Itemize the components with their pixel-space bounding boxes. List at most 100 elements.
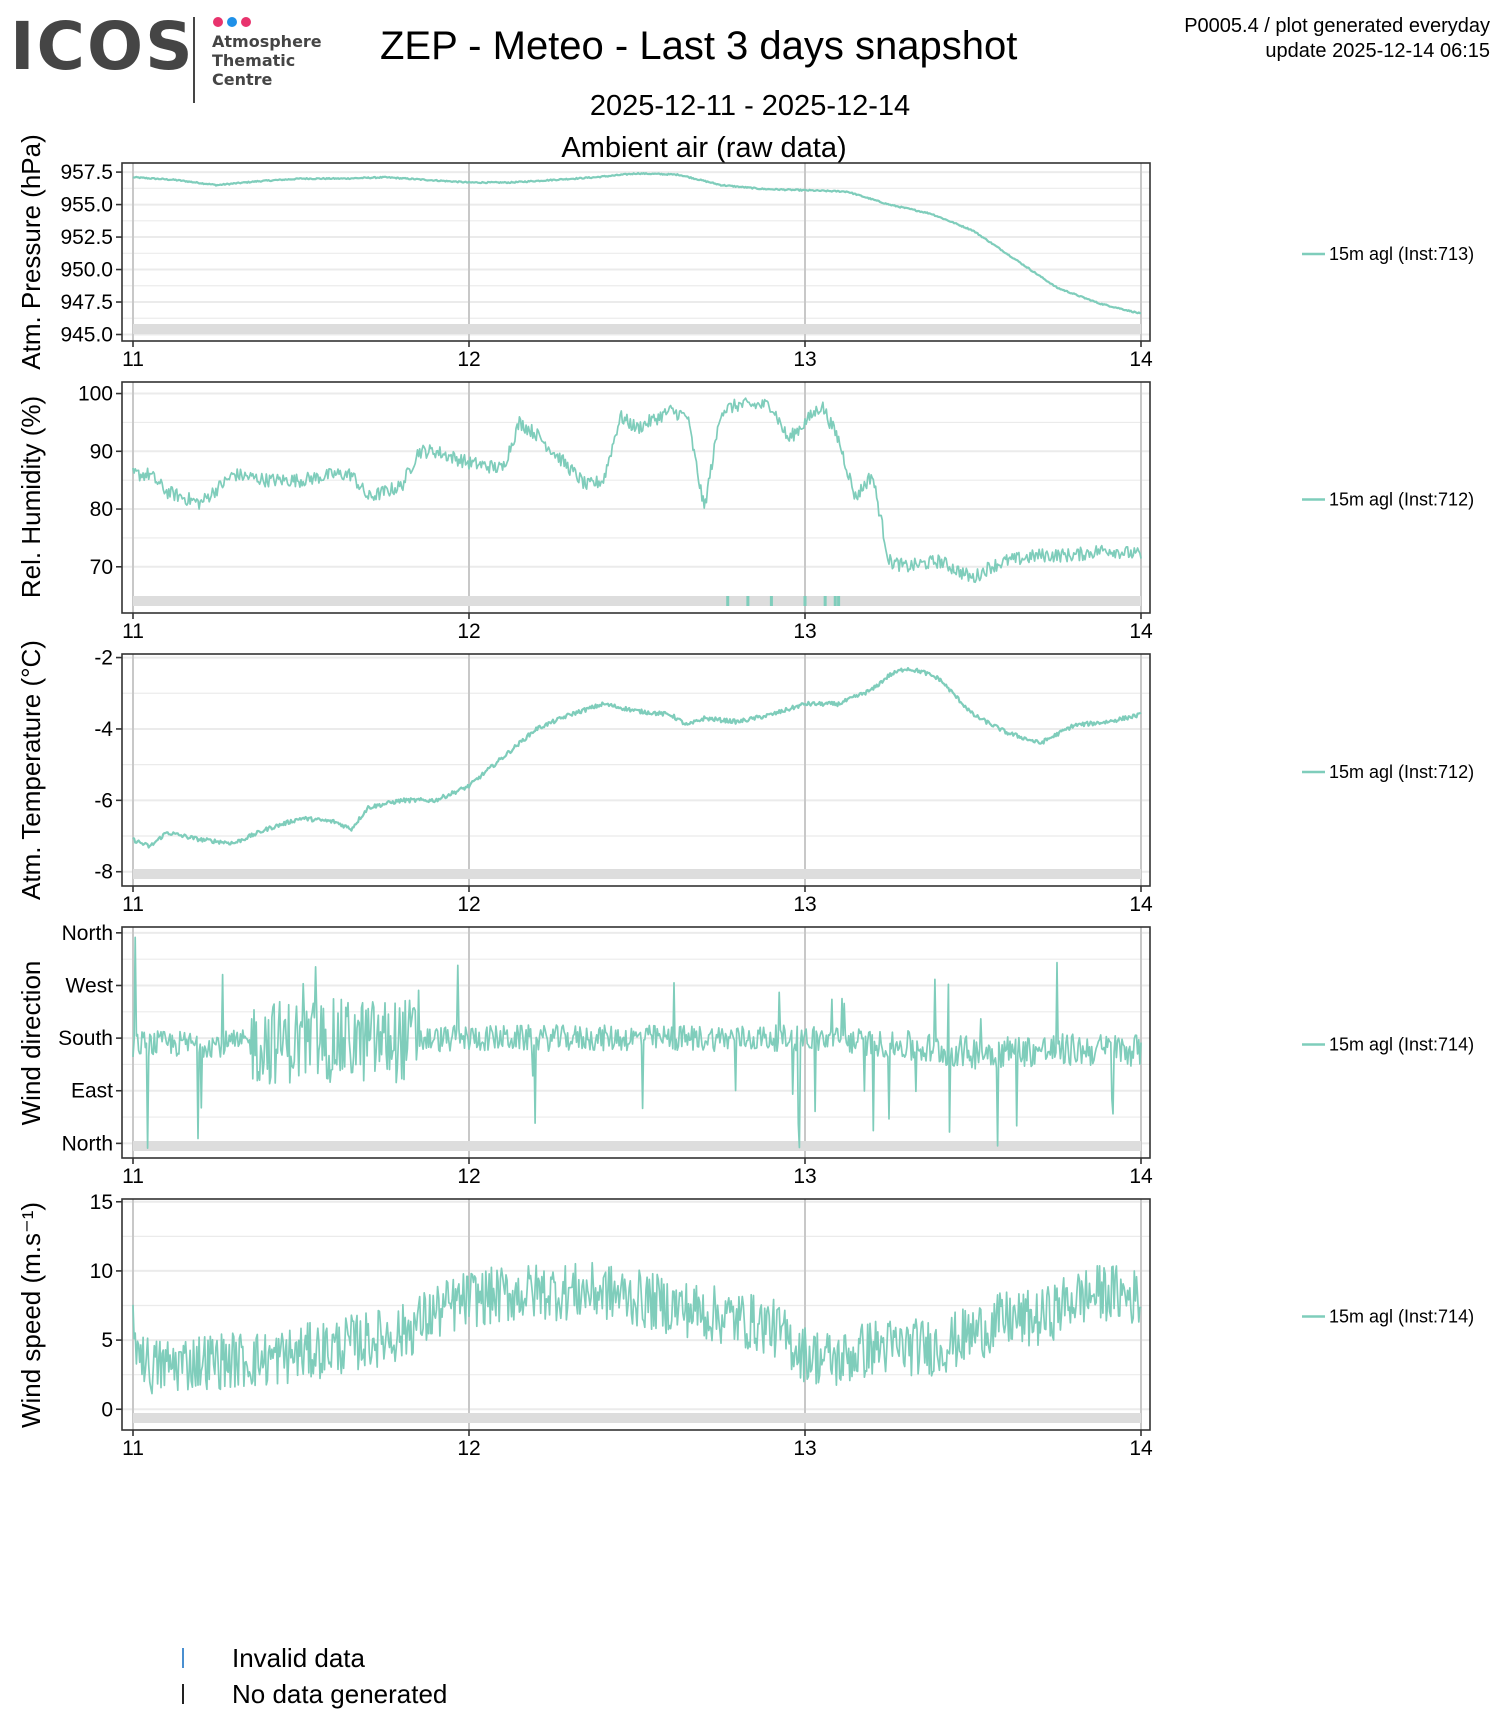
y-tick-label: -8 [94,861,113,884]
x-tick-label: 12 [457,1165,480,1188]
x-tick-label: 14 [1129,1165,1153,1188]
x-tick-label: 14 [1129,348,1153,371]
y-tick-label: 100 [78,383,113,406]
y-tick-label: -6 [94,789,113,812]
icos-logo: ICOS [10,8,195,85]
series-line [132,171,1142,315]
panel-wind_direction: North West South East North 11 12 13 14 Wind dire… [16,922,1474,1188]
x-tick-label: 11 [122,348,144,371]
invalid-data-tick [726,596,730,606]
logo-dot-2 [227,17,237,27]
y-tick-label: 957.5 [60,161,113,184]
y-tick-label: North [62,922,113,945]
y-tick-label: 945.0 [60,324,113,347]
y-tick-label: 950.0 [60,259,113,282]
data-availability-strip [133,1141,1141,1151]
logo-dot-1 [213,17,223,27]
panel-wind_speed: 15 10 5 0 11 12 13 14 Wind speed (m.s⁻¹) 15m agl … [16,1191,1474,1460]
legend-label: 15m agl (Inst:713) [1329,244,1474,264]
x-tick-label: 11 [122,893,144,916]
y-axis-label: Wind direction [16,961,46,1126]
y-tick-label: East [71,1080,113,1103]
update-line: update 2025-12-14 06:15 [1265,40,1490,62]
plot-frame [121,1198,1151,1431]
y-tick-label: 947.5 [60,291,113,314]
invalid-data-label: Invalid data [232,1643,365,1673]
legend-no-data: No data generated [180,1676,447,1712]
x-tick-label: 12 [457,348,480,371]
legend-invalid-data: Invalid data [180,1640,447,1676]
y-axis-label: Atm. Pressure (hPa) [16,134,46,370]
series-line [132,397,1142,584]
x-tick-label: 12 [457,1437,480,1460]
logo-subtitle-line: Thematic [212,51,296,70]
x-tick-label: 11 [122,620,144,643]
x-tick-label: 13 [793,620,816,643]
x-tick-label: 14 [1129,620,1153,643]
x-tick-label: 11 [122,1165,144,1188]
y-tick-label: South [58,1027,113,1050]
y-tick-label: North [62,1132,113,1155]
plot-frame [121,381,1151,614]
plot-meta: P0005.4 / plot generated everyday update… [1184,14,1490,64]
y-tick-label: 5 [101,1329,113,1352]
panel-pressure: 957.5 955.0 952.5 950.0 947.5 945.0 11 12 13 14 At… [16,134,1474,371]
plot-id-line: P0005.4 / plot generated everyday [1184,15,1490,37]
y-tick-label: -4 [94,718,113,741]
logo-divider [193,17,195,103]
invalid-data-tick [769,596,773,606]
y-axis-label: Wind speed (m.s⁻¹) [16,1202,46,1428]
plot-frame [121,162,1151,342]
plot-background [122,927,1150,1158]
series-line [132,666,1142,849]
logo-dot-3 [241,17,251,27]
plot-background [122,382,1150,613]
section-title: Ambient air (raw data) [561,132,847,164]
x-tick-label: 14 [1129,893,1153,916]
invalid-data-mark [182,1648,184,1668]
plot-frame [121,653,1151,887]
legend-label: 15m agl (Inst:712) [1329,490,1474,510]
x-tick-label: 12 [457,893,480,916]
y-tick-label: 10 [90,1260,113,1283]
x-tick-label: 13 [793,893,816,916]
invalid-data-tick [823,596,827,606]
logo-subtitle-line: Centre [212,70,273,89]
no-data-label: No data generated [232,1679,448,1709]
no-data-mark [182,1684,184,1704]
data-availability-strip [133,1413,1141,1423]
y-tick-label: West [66,974,114,997]
y-tick-label: 90 [90,440,113,463]
x-tick-label: 13 [793,1165,816,1188]
series-line [132,1261,1142,1395]
bottom-legend: Invalid data No data generated [180,1640,447,1712]
page-title: ZEP - Meteo - Last 3 days snapshot [380,24,1018,68]
logo-subtitle-line: Atmosphere [212,32,322,51]
plot-background [122,654,1150,886]
y-tick-label: 15 [90,1191,113,1214]
invalid-data-tick [746,596,750,606]
y-axis-label: Rel. Humidity (%) [16,396,46,598]
invalid-data-tick [833,596,837,606]
x-tick-label: 13 [793,348,816,371]
series-line [132,936,1142,1149]
legend-label: 15m agl (Inst:714) [1329,1035,1474,1055]
legend-label: 15m agl (Inst:714) [1329,1307,1474,1327]
panel-humidity: 100 90 80 70 11 12 13 14 Rel. Humidity (%) 15m ag… [16,381,1474,643]
x-tick-label: 11 [122,1437,144,1460]
data-availability-strip [133,324,1141,334]
data-availability-strip [133,869,1141,879]
y-tick-label: 70 [90,556,113,579]
panel-temperature: -2 -4 -6 -8 11 12 13 14 Atm. Temperature (°C) 15m… [16,640,1474,916]
logo-subtitle: Atmosphere Thematic Centre [212,32,322,89]
plot-frame [121,926,1151,1159]
x-tick-label: 14 [1129,1437,1153,1460]
y-axis-label: Atm. Temperature (°C) [16,640,46,900]
data-availability-strip [133,596,1141,606]
invalid-data-tick [803,596,807,606]
y-tick-label: 952.5 [60,226,113,249]
legend-label: 15m agl (Inst:712) [1329,762,1474,782]
date-range: 2025-12-11 - 2025-12-14 [589,90,911,122]
x-tick-label: 13 [793,1437,816,1460]
plot-background [122,163,1150,341]
